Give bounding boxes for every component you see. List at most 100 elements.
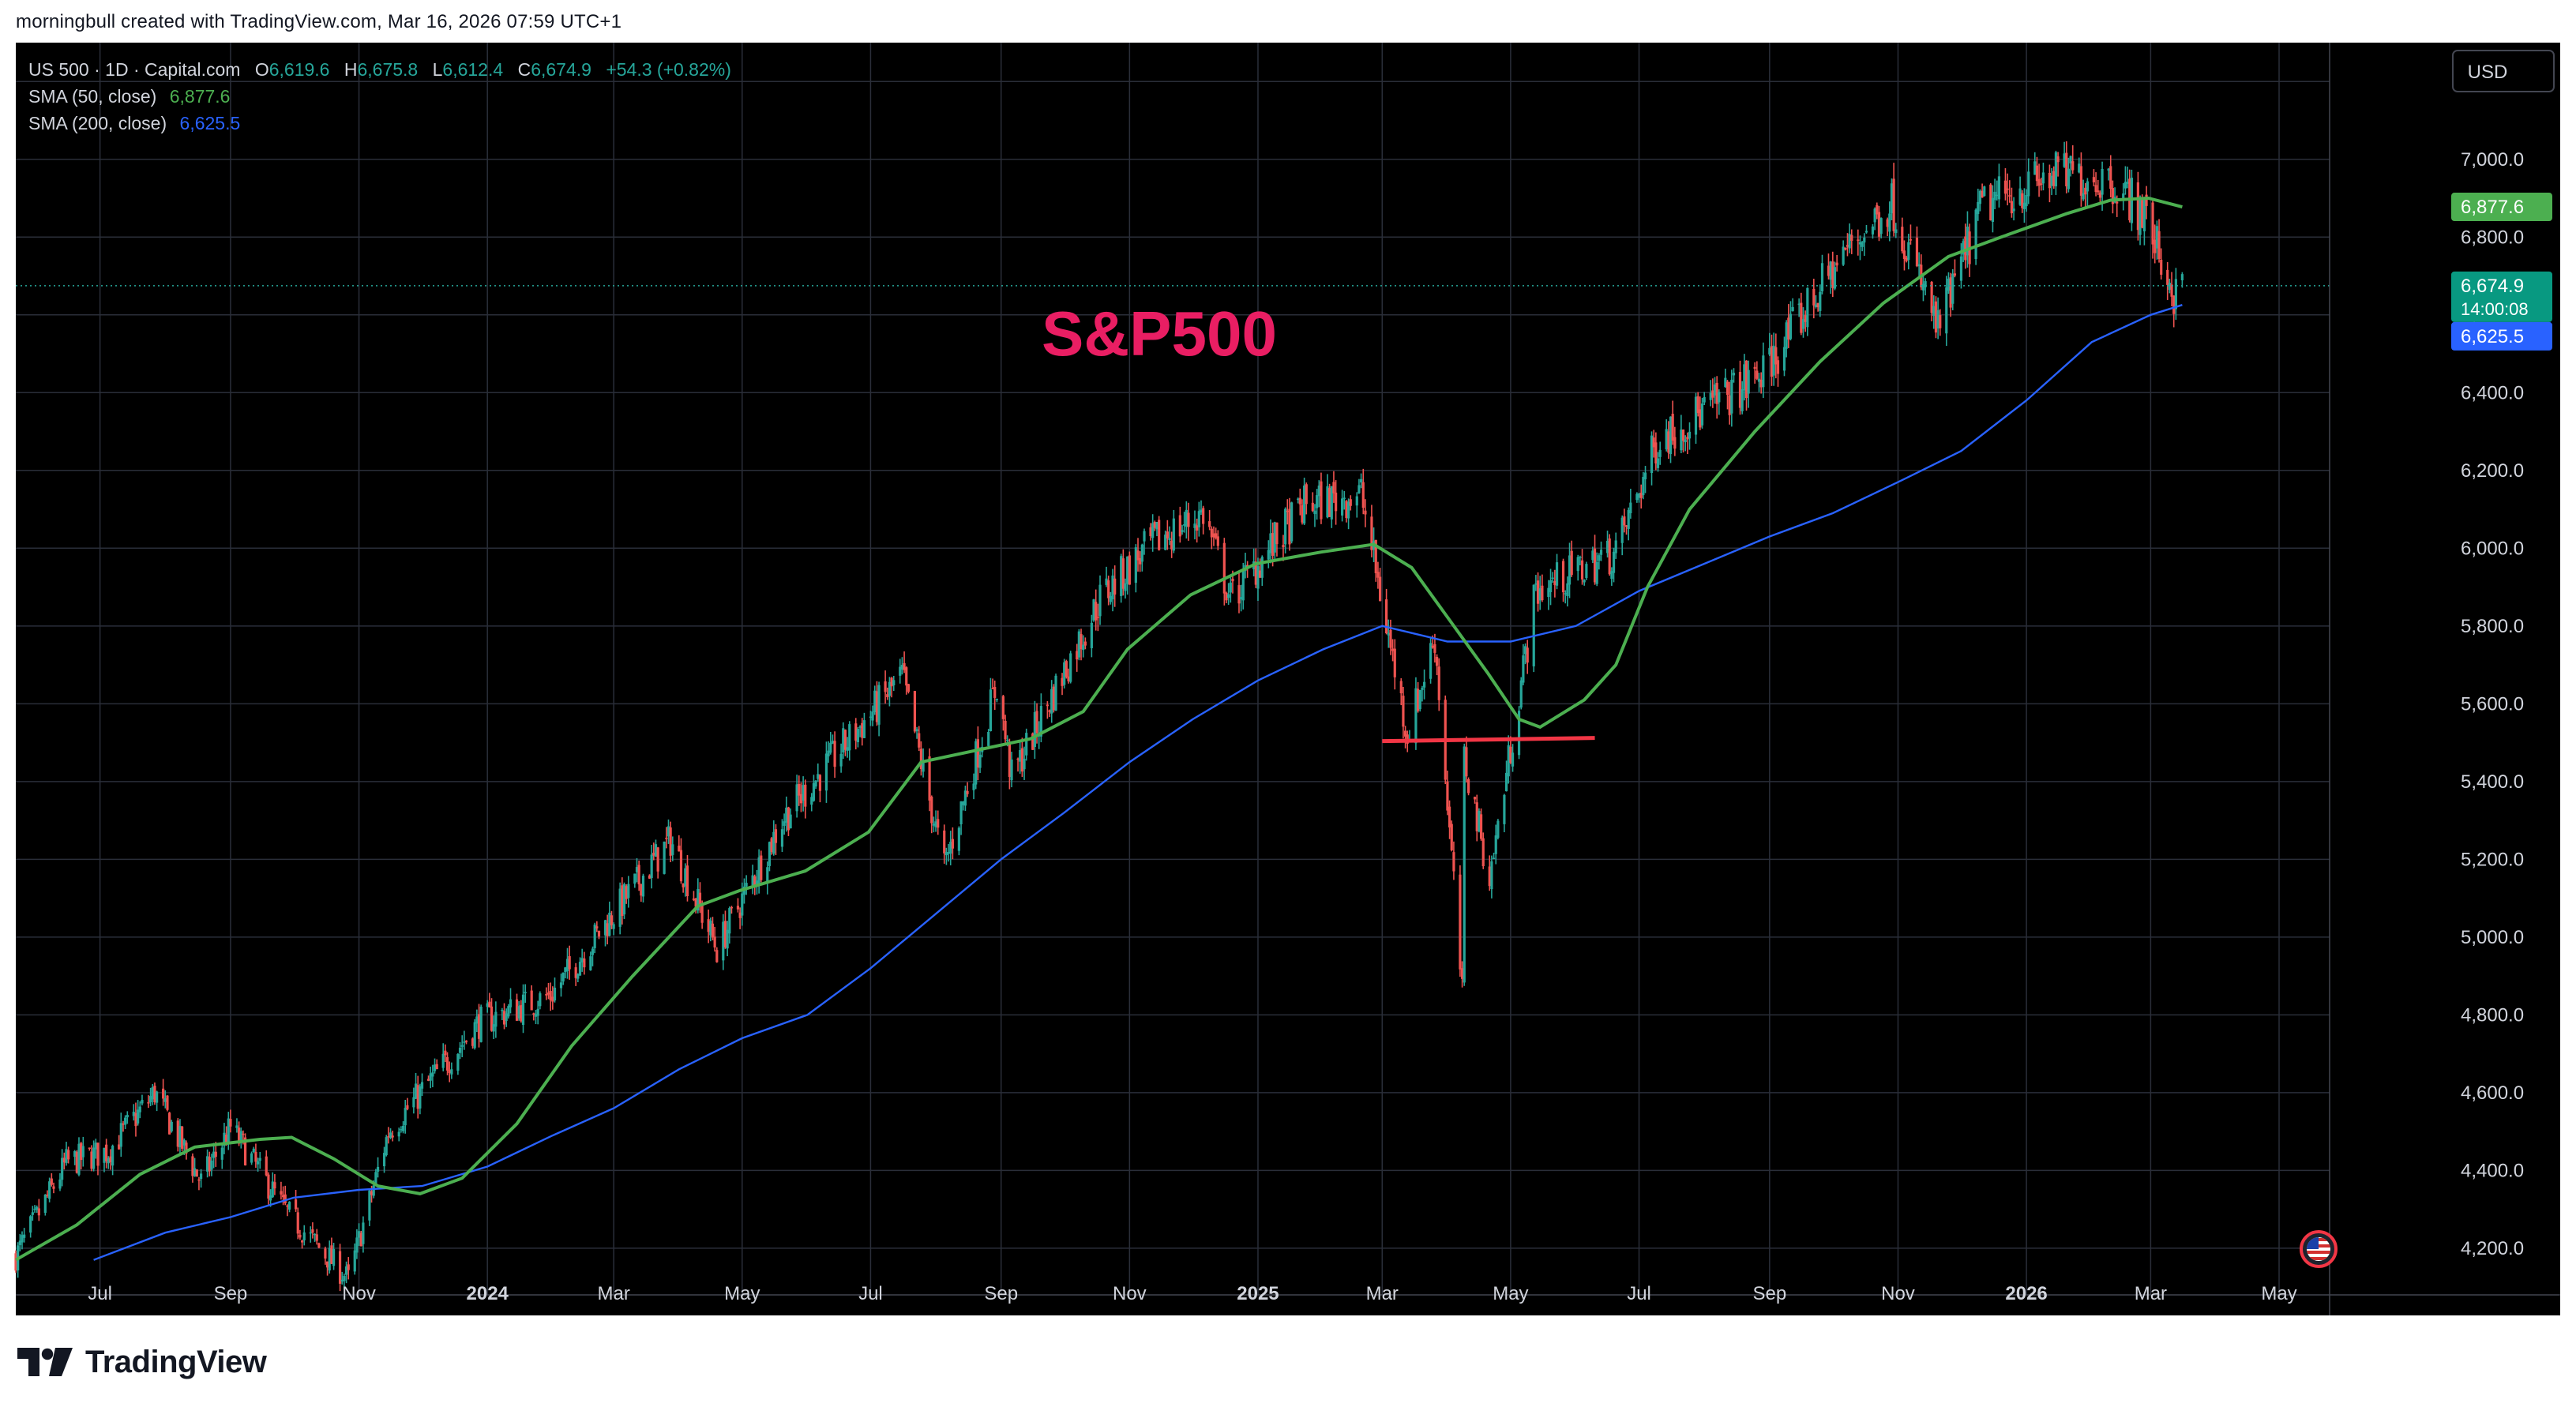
candle-body — [1553, 580, 1556, 585]
candle-body — [774, 829, 778, 843]
candle-body — [225, 1135, 228, 1145]
candle-body — [300, 1240, 304, 1243]
candle-body — [1522, 655, 1525, 683]
candle-body — [1585, 564, 1588, 578]
candle-body — [309, 1232, 312, 1234]
candle-body — [147, 1102, 150, 1104]
candle-body — [1744, 360, 1748, 399]
candle-body — [168, 1112, 171, 1135]
candle-body — [2052, 171, 2056, 186]
candle-body — [641, 876, 645, 897]
candle-body — [488, 1001, 491, 1007]
candle-body — [1964, 236, 1967, 261]
candle-body — [153, 1085, 156, 1102]
candle-body — [23, 1234, 26, 1238]
candle-body — [92, 1147, 96, 1169]
candle-body — [1414, 688, 1418, 744]
candle-body — [2172, 295, 2176, 314]
candle-body — [757, 857, 760, 884]
candle-body — [1080, 634, 1083, 650]
candle-body — [1591, 550, 1594, 561]
candle-body — [220, 1147, 223, 1160]
candle-body — [197, 1179, 201, 1181]
candle-body — [1549, 580, 1553, 592]
candle-body — [1374, 539, 1377, 573]
candle-body — [1098, 584, 1102, 617]
candle-body — [1724, 377, 1727, 388]
candle-body — [1652, 437, 1655, 448]
candle-body — [1580, 560, 1584, 580]
candle-body — [138, 1106, 141, 1112]
candle-body — [1725, 381, 1729, 396]
candle-body — [1197, 511, 1200, 527]
candle-body — [119, 1123, 122, 1147]
candle-body — [1288, 508, 1291, 545]
candle-body — [1850, 234, 1853, 241]
candlestick-series — [14, 141, 2184, 1292]
candle-body — [1496, 820, 1500, 839]
candle-body — [1128, 555, 1131, 585]
time-axis[interactable]: Jul Sep Nov 2024 Mar May Jul Sep Nov 2025 Mar May Ju… — [16, 1283, 2560, 1304]
candle-body — [62, 1157, 66, 1163]
candle-body — [546, 992, 550, 995]
candle-body — [989, 689, 992, 732]
candle-body — [943, 830, 946, 854]
candle-body — [509, 999, 513, 1007]
sma50-line — [15, 196, 2183, 1262]
candle-body — [376, 1166, 380, 1172]
candle-body — [1370, 516, 1373, 550]
candle-body — [88, 1147, 91, 1149]
candle-body — [707, 919, 710, 932]
candle-body — [1364, 510, 1367, 515]
candle-body — [728, 908, 731, 934]
candle-body — [1991, 197, 1995, 223]
candle-body — [817, 774, 820, 779]
candle-body — [1143, 531, 1146, 542]
candle-body — [1564, 593, 1567, 595]
candle-body — [1393, 648, 1396, 677]
price-tick-label: 5,600.0 — [2461, 693, 2524, 715]
candle-body — [625, 886, 628, 899]
candle-body — [1857, 239, 1860, 241]
candle-body — [1756, 370, 1759, 379]
candle-body — [1801, 319, 1805, 329]
candle-body — [871, 711, 874, 721]
candle-body — [2142, 198, 2146, 231]
candle-body — [1320, 481, 1323, 520]
candle-body — [1357, 485, 1361, 493]
us-flag-icon[interactable] — [2300, 1230, 2338, 1268]
candle-body — [1227, 594, 1230, 598]
candle-body — [426, 1079, 430, 1081]
candle-body — [1890, 183, 1894, 214]
currency-button[interactable]: USD — [2452, 50, 2555, 92]
candle-body — [559, 982, 563, 989]
candle-body — [1951, 273, 1955, 304]
candle-body — [1772, 345, 1775, 376]
candle-body — [549, 991, 552, 1000]
candle-body — [1983, 186, 1986, 197]
candle-body — [2027, 171, 2030, 197]
candle-body — [2109, 166, 2112, 189]
candle-body — [862, 720, 866, 738]
candle-body — [785, 807, 788, 823]
candle-body — [1429, 643, 1433, 679]
candle-body — [492, 1024, 495, 1032]
candle-body — [1814, 304, 1818, 307]
candle-body — [1905, 257, 1908, 261]
candle-body — [875, 691, 879, 722]
candle-body — [2021, 193, 2024, 208]
candle-body — [2037, 178, 2041, 186]
candle-body — [50, 1178, 53, 1185]
candle-body — [1848, 234, 1851, 249]
candle-body — [1608, 538, 1611, 575]
candle-body — [1791, 306, 1794, 312]
candle-body — [1829, 261, 1832, 280]
candle-body — [515, 999, 519, 1021]
candle-body — [1286, 510, 1289, 512]
candle-body — [1669, 416, 1673, 455]
time-tick-label: Jul — [1627, 1283, 1651, 1304]
tradingview-logo[interactable]: TradingView — [17, 1342, 267, 1382]
candle-body — [412, 1097, 415, 1108]
